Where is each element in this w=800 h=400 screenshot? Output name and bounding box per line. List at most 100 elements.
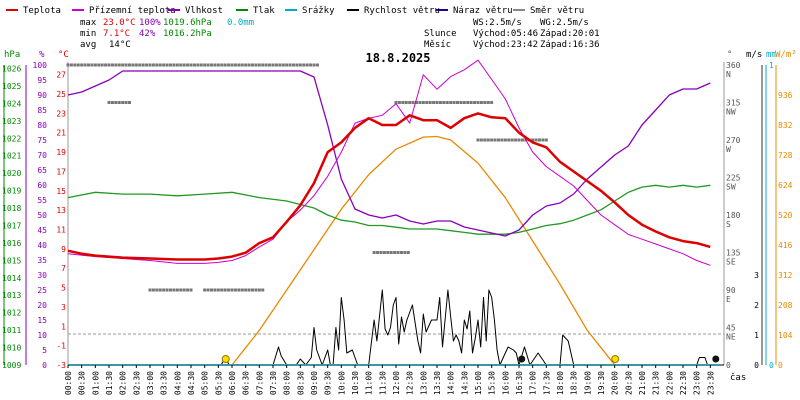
x-tick-label: 01:00	[91, 371, 100, 395]
wind-dir-point	[268, 63, 272, 67]
wind-dir-point	[415, 101, 418, 104]
solar-tick: 936	[778, 91, 793, 100]
pct-tick: 30	[37, 271, 47, 280]
wind-dir-point	[305, 63, 309, 67]
wind-dir-point	[404, 101, 408, 104]
legend-label: Vlhkost	[185, 6, 223, 16]
x-tick-label: 14:30	[460, 371, 469, 395]
hpa-tick: 1025	[2, 82, 21, 91]
wind-dir-point	[531, 138, 535, 142]
wind-dir-point	[386, 251, 390, 254]
wind-direction-series	[66, 63, 548, 292]
wind-dir-point	[432, 101, 436, 104]
wind-dir-point	[172, 63, 176, 67]
axis-unit-hpa: hPa	[4, 50, 20, 60]
wind-dir-point	[169, 288, 172, 292]
hpa-tick: 1019	[2, 187, 21, 196]
x-tick-label: 04:30	[187, 371, 196, 395]
solar-series	[231, 135, 616, 366]
wind-dir-point	[476, 101, 480, 104]
wind-dir-point	[483, 101, 487, 104]
hpa-tick: 1021	[2, 152, 21, 161]
wind-dir-point	[203, 288, 207, 292]
x-ticks: 00:00 00:30 01:00 01:30 02:00 02:30 03:00 03:30…	[64, 365, 715, 395]
wind-dir-point	[449, 101, 453, 104]
wind-dir-point	[399, 251, 403, 254]
wind-dir-point	[240, 63, 244, 67]
x-tick-label: 23:30	[706, 371, 715, 395]
wind-dir-point	[182, 288, 186, 292]
wind-dir-point	[517, 138, 521, 142]
temp-tick: 21	[56, 129, 66, 138]
ms-tick: 3	[754, 271, 759, 280]
wind-dir-point	[264, 63, 268, 67]
wind-dir-point	[131, 63, 135, 67]
x-tick-label: 22:00	[665, 371, 674, 395]
wind-dir-point	[66, 63, 70, 67]
temp-tick: 17	[56, 167, 66, 176]
stats-min-temp: 7.1°C	[103, 29, 130, 39]
wind-dir-point	[80, 63, 84, 67]
legend: Teplota Přízemní teplota Vlhkost Tlak Srážky…	[6, 6, 584, 16]
wind-dir-point	[490, 138, 494, 142]
wind-dir-point	[107, 101, 111, 104]
x-tick-label: 20:00	[611, 371, 620, 395]
wind-dir-point	[141, 63, 145, 67]
x-tick-label: 11:00	[365, 371, 374, 395]
temp-tick: 1	[61, 322, 66, 331]
wind-dir-point	[520, 138, 524, 142]
info-block: WS:2.5m/s WG:2.5m/s Slunce Východ:05:46 …	[424, 18, 600, 50]
wind-dir-point	[251, 288, 254, 292]
wind-dir-point	[445, 101, 449, 104]
wind-dir-point	[438, 101, 442, 104]
stats-min-hum: 42%	[139, 29, 156, 39]
solar-tick: 728	[778, 151, 793, 160]
dir-tick: 90	[726, 286, 736, 295]
pct-tick: 0	[42, 361, 47, 370]
wind-dir-point	[148, 288, 152, 292]
wind-dir-point	[544, 138, 548, 142]
chart-title: 18.8.2025	[365, 51, 430, 65]
pct-tick: 15	[37, 316, 47, 325]
wind-dir-point	[274, 63, 278, 67]
pct-tick: 5	[42, 346, 47, 355]
hpa-tick: 1011	[2, 326, 21, 335]
wind-dir-point	[254, 288, 258, 292]
stats-avg-temp: 14°C	[109, 40, 131, 50]
wind-dir-point	[192, 63, 196, 67]
stats-max-press: 1019.6hPa	[163, 18, 212, 28]
dir-tick: 135	[726, 249, 741, 258]
axis-unit-deg: °	[727, 50, 732, 60]
ground-temp-series	[67, 59, 711, 266]
wind-dir-point	[257, 288, 261, 292]
x-tick-label: 09:30	[324, 371, 333, 395]
x-tick-label: 00:30	[78, 371, 87, 395]
info-moonset: Západ:16:36	[540, 40, 600, 50]
axis-unit-ms: m/s	[746, 50, 762, 60]
wind-dir-point	[452, 101, 456, 104]
ms-tick: 1	[754, 331, 759, 340]
sun-marker	[611, 355, 620, 363]
legend-label: Směr větru	[530, 6, 584, 16]
info-sunset: Západ:20:01	[540, 29, 600, 39]
hpa-tick: 1024	[2, 99, 21, 108]
wind-dir-point	[227, 63, 231, 67]
wind-dir-point	[117, 101, 121, 104]
wind-dir-point	[376, 251, 380, 254]
x-tick-label: 15:30	[488, 371, 497, 395]
dir-tick-name: N	[726, 70, 731, 79]
wind-dir-point	[541, 138, 545, 142]
wind-dir-point	[469, 101, 473, 104]
wind-dir-point	[110, 101, 114, 104]
dir-tick: 0	[726, 361, 731, 370]
wind-dir-point	[486, 138, 490, 142]
wind-dir-point	[169, 63, 172, 67]
wind-dir-point	[216, 288, 220, 292]
wind-dir-point	[237, 288, 241, 292]
hpa-tick: 1023	[2, 117, 21, 126]
wind-dir-point	[459, 101, 463, 104]
x-tick-label: 15:00	[474, 371, 483, 395]
legend-label: Teplota	[23, 6, 61, 16]
wind-dir-point	[403, 251, 407, 254]
wind-dir-point	[210, 288, 213, 292]
